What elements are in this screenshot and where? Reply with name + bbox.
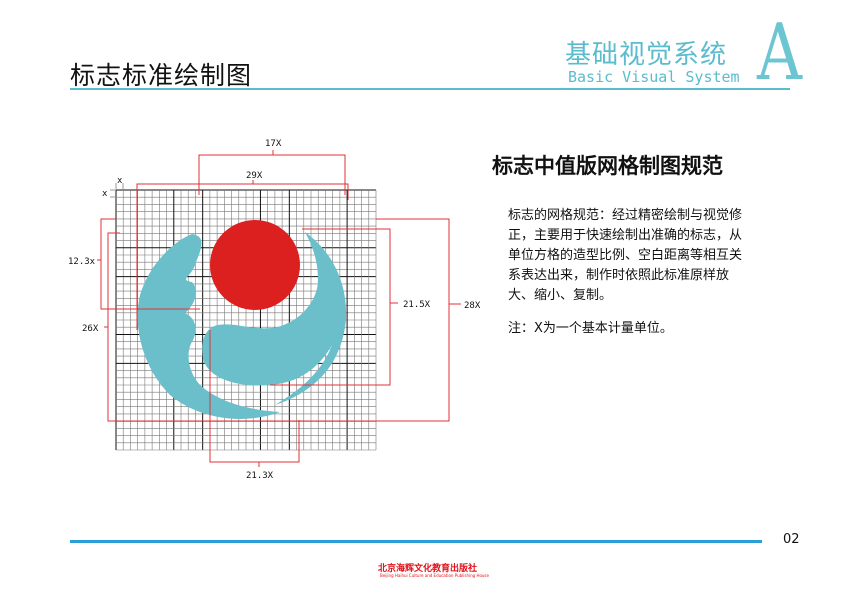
label-28x: 28X (464, 301, 481, 311)
dim-29x (136, 180, 349, 330)
logo-red-circle (210, 220, 300, 310)
label-21-5x: 21.5X (403, 300, 431, 310)
logo-teal-right (202, 232, 347, 405)
label-26x: 26X (82, 324, 99, 334)
dim-17x (198, 150, 346, 195)
publisher-logo-cn: 北京海辉文化教育出版社 (378, 564, 478, 574)
section-letter: A (757, 8, 803, 98)
label-17x: 17X (265, 139, 282, 149)
dim-12-3x (97, 218, 200, 310)
page-title: 标志标准绘制图 (70, 61, 253, 90)
section-body: 标志的网格规范：经过精密绘制与视觉修正，主要用于快速绘制出准确的标志，从单位方格… (508, 208, 743, 303)
section-heading: 标志中值版网格制图规范 (492, 154, 723, 178)
footer-divider (70, 540, 762, 543)
publisher-logo-en: Beijing Haihui Culture and Education Pub… (380, 573, 489, 578)
section-note: 注：X为一个基本计量单位。 (508, 321, 673, 336)
logo-teal-left (137, 234, 280, 419)
label-unit-x: x (117, 176, 123, 186)
page-number: 02 (783, 532, 800, 547)
dim-28x (376, 218, 461, 422)
brand-title-en: Basic Visual System (568, 68, 740, 86)
logo (137, 220, 347, 419)
dim-21-5x (270, 228, 398, 386)
label-12-3x: 12.3x (68, 257, 96, 267)
brand-title-cn: 基础视觉系统 (565, 40, 728, 70)
dim-26x (104, 232, 376, 422)
header-divider (70, 88, 790, 90)
label-unit-y: x (102, 189, 108, 199)
label-29x: 29X (246, 171, 263, 181)
dimension-lines (97, 150, 461, 467)
dim-unit (110, 183, 124, 198)
dim-21-3x (209, 330, 300, 467)
label-21-3x: 21.3X (246, 471, 274, 481)
